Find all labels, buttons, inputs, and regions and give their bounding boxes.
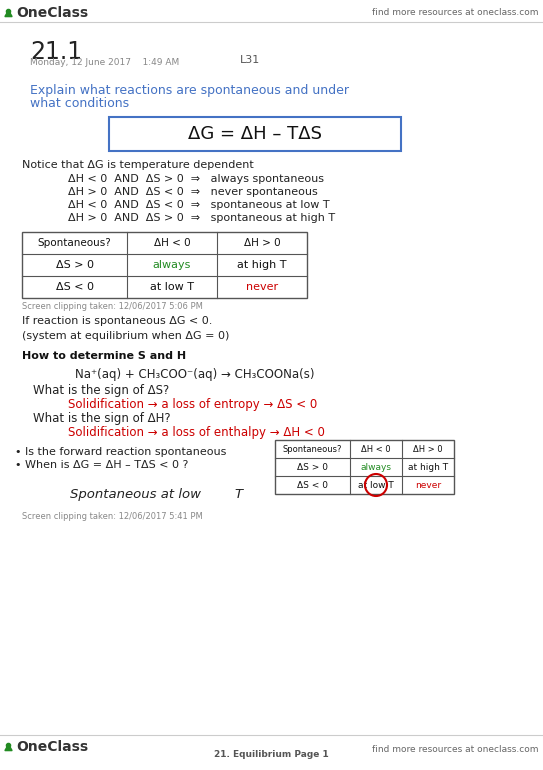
Text: always: always xyxy=(153,260,191,270)
Text: OneClass: OneClass xyxy=(16,740,88,754)
Text: ΔS < 0: ΔS < 0 xyxy=(297,480,328,490)
Text: ΔH > 0  AND  ΔS > 0  ⇒   spontaneous at high T: ΔH > 0 AND ΔS > 0 ⇒ spontaneous at high … xyxy=(68,213,335,223)
Text: Screen clipping taken: 12/06/2017 5:41 PM: Screen clipping taken: 12/06/2017 5:41 P… xyxy=(22,512,203,521)
Text: what conditions: what conditions xyxy=(30,97,129,110)
Text: Solidification → a loss of entropy → ΔS < 0: Solidification → a loss of entropy → ΔS … xyxy=(68,398,317,411)
Text: always: always xyxy=(361,463,392,471)
Text: ΔH > 0: ΔH > 0 xyxy=(413,444,443,454)
Text: at low T: at low T xyxy=(358,480,394,490)
Text: at high T: at high T xyxy=(237,260,287,270)
Text: at low T: at low T xyxy=(150,282,194,292)
Text: ΔH < 0  AND  ΔS < 0  ⇒   spontaneous at low T: ΔH < 0 AND ΔS < 0 ⇒ spontaneous at low T xyxy=(68,200,330,210)
Text: Spontaneous at low: Spontaneous at low xyxy=(70,488,205,501)
Text: Explain what reactions are spontaneous and under: Explain what reactions are spontaneous a… xyxy=(30,84,349,97)
Text: ΔH > 0: ΔH > 0 xyxy=(244,238,280,248)
Text: OneClass: OneClass xyxy=(16,6,88,20)
Text: L31: L31 xyxy=(240,55,260,65)
Text: Solidification → a loss of enthalpy → ΔH < 0: Solidification → a loss of enthalpy → ΔH… xyxy=(68,426,325,439)
Text: Spontaneous?: Spontaneous? xyxy=(283,444,342,454)
Text: • When is ΔG = ΔH – TΔS < 0 ?: • When is ΔG = ΔH – TΔS < 0 ? xyxy=(15,460,188,470)
Text: If reaction is spontaneous ΔG < 0.: If reaction is spontaneous ΔG < 0. xyxy=(22,316,212,326)
Text: Spontaneous?: Spontaneous? xyxy=(37,238,111,248)
Text: T: T xyxy=(234,488,242,501)
Text: Na⁺(aq) + CH₃COO⁻(aq) → CH₃COONa(s): Na⁺(aq) + CH₃COO⁻(aq) → CH₃COONa(s) xyxy=(75,368,314,381)
Text: ΔH < 0  AND  ΔS > 0  ⇒   always spontaneous: ΔH < 0 AND ΔS > 0 ⇒ always spontaneous xyxy=(68,174,324,184)
Bar xyxy=(22,232,307,298)
Text: 21.1: 21.1 xyxy=(30,40,82,64)
Text: find more resources at oneclass.com: find more resources at oneclass.com xyxy=(371,745,538,754)
Text: Notice that ΔG is temperature dependent: Notice that ΔG is temperature dependent xyxy=(22,160,254,170)
Text: How to determine S and H: How to determine S and H xyxy=(22,351,186,361)
Bar xyxy=(275,440,454,494)
Text: ΔS > 0: ΔS > 0 xyxy=(297,463,328,471)
Text: ΔS < 0: ΔS < 0 xyxy=(55,282,93,292)
Text: • Is the forward reaction spontaneous: • Is the forward reaction spontaneous xyxy=(15,447,226,457)
Text: find more resources at oneclass.com: find more resources at oneclass.com xyxy=(371,8,538,17)
Text: Screen clipping taken: 12/06/2017 5:06 PM: Screen clipping taken: 12/06/2017 5:06 P… xyxy=(22,302,203,311)
Text: ΔH > 0  AND  ΔS < 0  ⇒   never spontaneous: ΔH > 0 AND ΔS < 0 ⇒ never spontaneous xyxy=(68,187,318,197)
Text: Monday, 12 June 2017    1:49 AM: Monday, 12 June 2017 1:49 AM xyxy=(30,58,179,67)
Text: ΔH < 0: ΔH < 0 xyxy=(154,238,190,248)
Text: never: never xyxy=(246,282,278,292)
Text: What is the sign of ΔS?: What is the sign of ΔS? xyxy=(33,384,169,397)
Text: ΔH < 0: ΔH < 0 xyxy=(361,444,391,454)
FancyBboxPatch shape xyxy=(109,117,401,151)
Text: ΔS > 0: ΔS > 0 xyxy=(55,260,93,270)
Text: never: never xyxy=(415,480,441,490)
Text: 21. Equilibrium Page 1: 21. Equilibrium Page 1 xyxy=(213,750,329,759)
Text: at high T: at high T xyxy=(408,463,448,471)
Text: What is the sign of ΔH?: What is the sign of ΔH? xyxy=(33,412,171,425)
Text: ΔG = ΔH – TΔS: ΔG = ΔH – TΔS xyxy=(188,125,322,143)
Text: (system at equilibrium when ΔG = 0): (system at equilibrium when ΔG = 0) xyxy=(22,331,229,341)
